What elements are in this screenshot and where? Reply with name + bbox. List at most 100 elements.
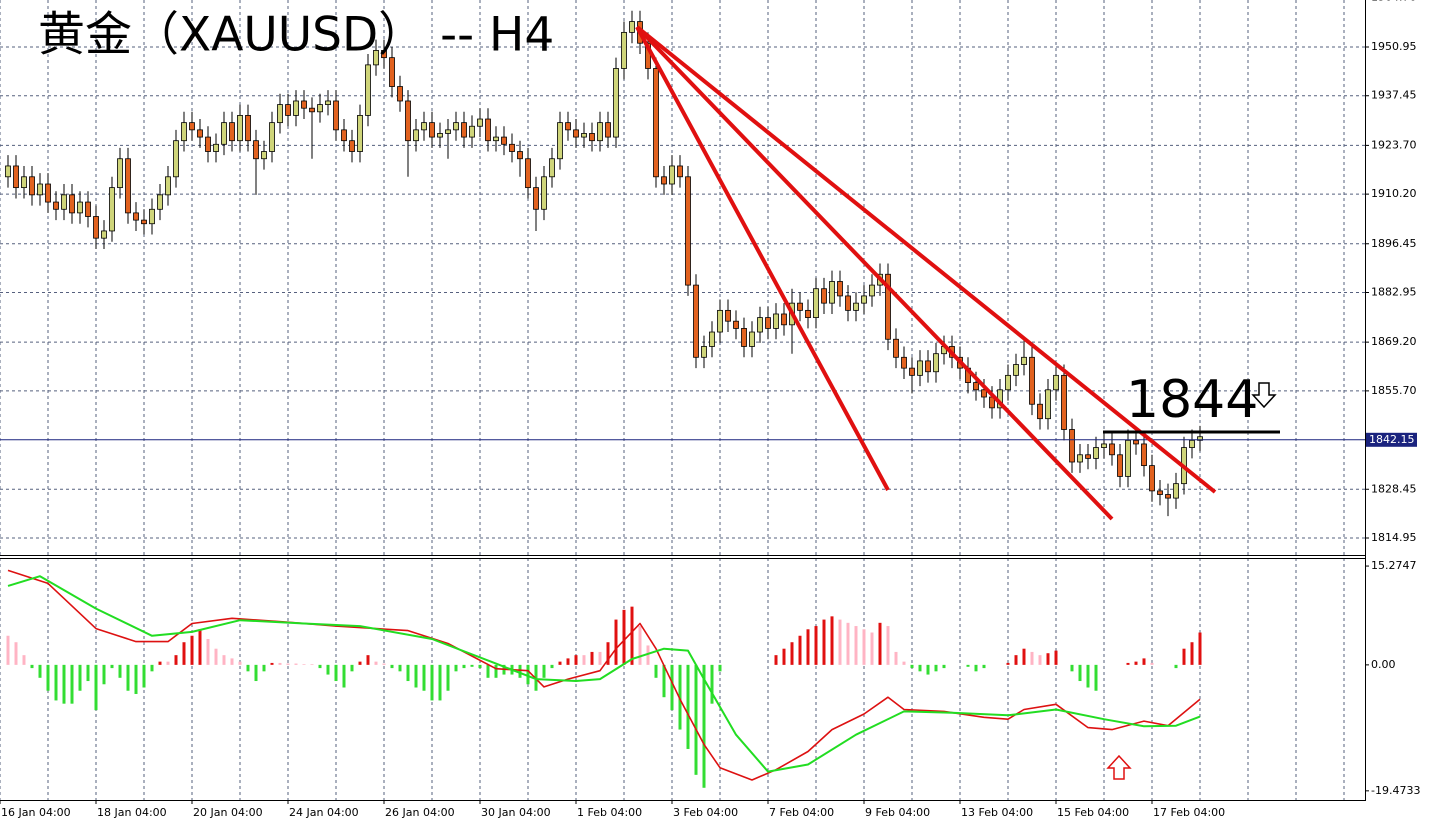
candle-body bbox=[1069, 429, 1075, 463]
candle-body bbox=[621, 31, 627, 69]
histogram-bar bbox=[198, 629, 202, 665]
y-tick-label: 15.2747 bbox=[1371, 559, 1417, 572]
histogram-bar bbox=[926, 664, 930, 675]
histogram-bar bbox=[326, 664, 330, 675]
indicator-line bbox=[7, 575, 1201, 773]
x-tick-label: 1 Feb 04:00 bbox=[577, 806, 642, 819]
candle-body bbox=[797, 302, 803, 311]
y-tick-label: 1855.70 bbox=[1371, 384, 1417, 397]
candle-body bbox=[1149, 465, 1155, 492]
candle-body bbox=[581, 133, 587, 138]
candle-body bbox=[421, 122, 427, 131]
candle-body bbox=[405, 100, 411, 142]
candle-body bbox=[485, 118, 491, 142]
trend-line bbox=[635, 26, 890, 491]
histogram-bar bbox=[310, 664, 314, 665]
histogram-bar bbox=[798, 635, 802, 665]
candle-body bbox=[1173, 483, 1179, 499]
candle-body bbox=[829, 281, 835, 304]
y-tick-label: 1896.45 bbox=[1371, 237, 1417, 250]
histogram-bar bbox=[302, 664, 306, 665]
candle-body bbox=[693, 284, 699, 358]
histogram-bar bbox=[390, 664, 394, 669]
candle-body bbox=[749, 331, 755, 347]
candle-body bbox=[741, 328, 747, 347]
histogram-bar bbox=[542, 664, 546, 678]
histogram-bar bbox=[22, 655, 26, 665]
histogram-bar bbox=[550, 664, 554, 669]
candle-body bbox=[557, 122, 563, 160]
histogram-bar bbox=[62, 664, 66, 704]
candle-body bbox=[261, 151, 267, 160]
drawings bbox=[635, 25, 1280, 780]
histogram-bar bbox=[238, 661, 242, 665]
histogram-bar bbox=[150, 664, 154, 672]
histogram-bar bbox=[582, 655, 586, 665]
histogram-bar bbox=[598, 651, 602, 665]
candle-body bbox=[461, 122, 467, 138]
candle-body bbox=[117, 158, 123, 189]
candle-body bbox=[933, 353, 939, 373]
histogram-bar bbox=[414, 664, 418, 688]
histogram-bar bbox=[1174, 664, 1178, 669]
histogram-bar bbox=[254, 664, 258, 682]
histogram-bar bbox=[622, 609, 626, 665]
histogram-bar bbox=[790, 642, 794, 665]
x-tick-label: 16 Jan 04:00 bbox=[1, 806, 71, 819]
candle-body bbox=[445, 129, 451, 134]
candle-body bbox=[845, 295, 851, 311]
histogram-bar bbox=[1126, 662, 1130, 665]
histogram-bar bbox=[318, 664, 322, 669]
candle-body bbox=[717, 309, 723, 333]
histogram-bar bbox=[902, 661, 906, 665]
candle-body bbox=[597, 122, 603, 142]
candle-body bbox=[245, 115, 251, 142]
candle-body bbox=[757, 317, 763, 333]
histogram-bar bbox=[694, 664, 698, 775]
candle-body bbox=[333, 100, 339, 131]
candle-body bbox=[613, 68, 619, 138]
histogram-bar bbox=[262, 664, 266, 672]
y-tick-label: 0.00 bbox=[1371, 658, 1396, 671]
y-tick-label: 1869.20 bbox=[1371, 335, 1417, 348]
histogram-bar bbox=[294, 663, 298, 665]
candle-body bbox=[1021, 356, 1027, 365]
candle-body bbox=[21, 176, 27, 189]
histogram-bar bbox=[366, 655, 370, 665]
histogram-bar bbox=[838, 619, 842, 665]
candle-body bbox=[869, 284, 875, 297]
histogram-bar bbox=[886, 626, 890, 665]
candle-body bbox=[93, 216, 99, 239]
candle-body bbox=[301, 100, 307, 109]
candle-body bbox=[165, 176, 171, 196]
candle-body bbox=[197, 129, 203, 138]
candle-body bbox=[909, 367, 915, 376]
candle-body bbox=[77, 201, 83, 214]
y-tick-label: 1882.95 bbox=[1371, 286, 1417, 299]
histogram-bar bbox=[670, 664, 674, 711]
y-tick-label: 1950.95 bbox=[1371, 40, 1417, 53]
candle-body bbox=[349, 140, 355, 152]
x-tick-label: 26 Jan 04:00 bbox=[385, 806, 455, 819]
candle-body bbox=[1197, 436, 1203, 441]
candle-body bbox=[1037, 403, 1043, 420]
histogram-bar bbox=[678, 664, 682, 730]
candle-body bbox=[277, 104, 283, 124]
annotation: 1844 bbox=[1126, 370, 1258, 430]
candle-body bbox=[189, 122, 195, 131]
histogram-bar bbox=[1150, 662, 1154, 665]
y-tick-label: 1923.70 bbox=[1371, 138, 1417, 151]
histogram-bar bbox=[374, 661, 378, 665]
histogram-bar bbox=[350, 664, 354, 672]
candle-body bbox=[565, 122, 571, 131]
candle-body bbox=[541, 176, 547, 210]
histogram-bar bbox=[382, 663, 386, 665]
candle-body bbox=[269, 122, 275, 152]
histogram-bar bbox=[630, 606, 634, 665]
candle-body bbox=[853, 302, 859, 311]
histogram-bar bbox=[86, 664, 90, 682]
candle-body bbox=[397, 86, 403, 102]
histogram-bar bbox=[646, 645, 650, 665]
histogram-bar bbox=[982, 664, 986, 669]
y-tick-label: -19.4733 bbox=[1371, 784, 1420, 797]
